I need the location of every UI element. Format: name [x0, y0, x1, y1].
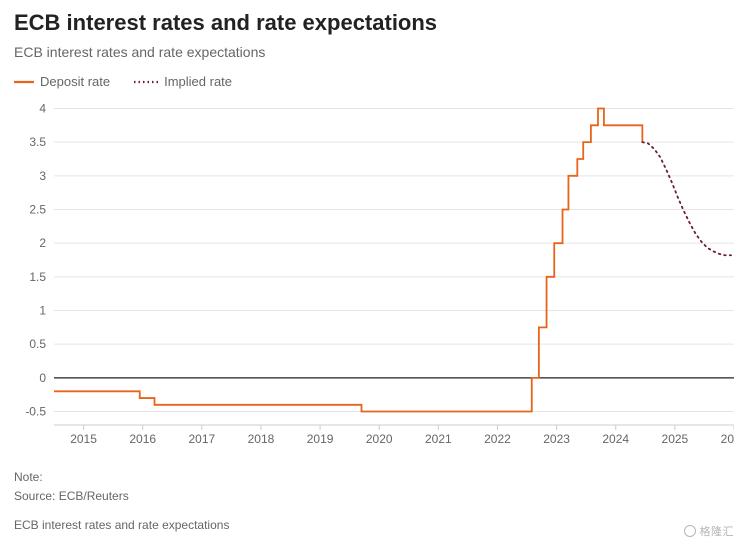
series-implied-rate — [642, 142, 731, 255]
x-axis: 2015 2016 2017 2018 2019 2020 2021 2022 2023 2024… — [70, 425, 734, 446]
svg-text:2.5: 2.5 — [29, 202, 46, 216]
legend-item-implied: Implied rate — [134, 74, 232, 89]
legend-swatch-dotted-icon — [134, 77, 158, 87]
legend: Deposit rate Implied rate — [14, 74, 731, 89]
svg-text:2025: 2025 — [662, 432, 689, 446]
svg-text:1: 1 — [39, 304, 46, 318]
legend-swatch-solid-icon — [14, 77, 34, 87]
footer-source: Source: ECB/Reuters — [14, 487, 731, 506]
chart-area: -0.500.511.522.533.54 201520162017201820… — [14, 95, 731, 460]
svg-text:3: 3 — [39, 169, 46, 183]
svg-text:0.5: 0.5 — [29, 337, 46, 351]
footer-note: Note: — [14, 468, 731, 487]
svg-text:0: 0 — [39, 371, 46, 385]
svg-text:2: 2 — [39, 236, 46, 250]
svg-text:2019: 2019 — [307, 432, 334, 446]
watermark: 格隆汇 — [679, 521, 740, 541]
chart-subtitle: ECB interest rates and rate expectations — [14, 44, 731, 60]
gridlines — [54, 108, 734, 425]
svg-text:2021: 2021 — [425, 432, 452, 446]
svg-text:2023: 2023 — [543, 432, 570, 446]
svg-text:3.5: 3.5 — [29, 135, 46, 149]
svg-text:2018: 2018 — [248, 432, 275, 446]
svg-text:-0.5: -0.5 — [25, 405, 46, 419]
legend-label: Implied rate — [164, 74, 232, 89]
footer-caption: ECB interest rates and rate expectations — [14, 516, 731, 535]
series-deposit-rate — [54, 108, 642, 411]
y-axis: -0.5 0 0.5 1 1.5 2 2.5 3 3.5 4 — [25, 101, 46, 418]
svg-text:2026: 2026 — [721, 432, 734, 446]
line-chart-svg: -0.500.511.522.533.54 201520162017201820… — [14, 95, 734, 455]
legend-label: Deposit rate — [40, 74, 110, 89]
chart-title: ECB interest rates and rate expectations — [14, 10, 731, 36]
legend-item-deposit: Deposit rate — [14, 74, 110, 89]
svg-text:2017: 2017 — [188, 432, 215, 446]
svg-text:2024: 2024 — [602, 432, 629, 446]
chart-footer: Note: Source: ECB/Reuters ECB interest r… — [14, 468, 731, 536]
svg-text:4: 4 — [39, 101, 46, 115]
watermark-text: 格隆汇 — [700, 523, 735, 539]
svg-text:1.5: 1.5 — [29, 270, 46, 284]
svg-text:2016: 2016 — [129, 432, 156, 446]
svg-text:2015: 2015 — [70, 432, 97, 446]
svg-text:2020: 2020 — [366, 432, 393, 446]
svg-text:2022: 2022 — [484, 432, 511, 446]
watermark-icon — [684, 525, 696, 537]
